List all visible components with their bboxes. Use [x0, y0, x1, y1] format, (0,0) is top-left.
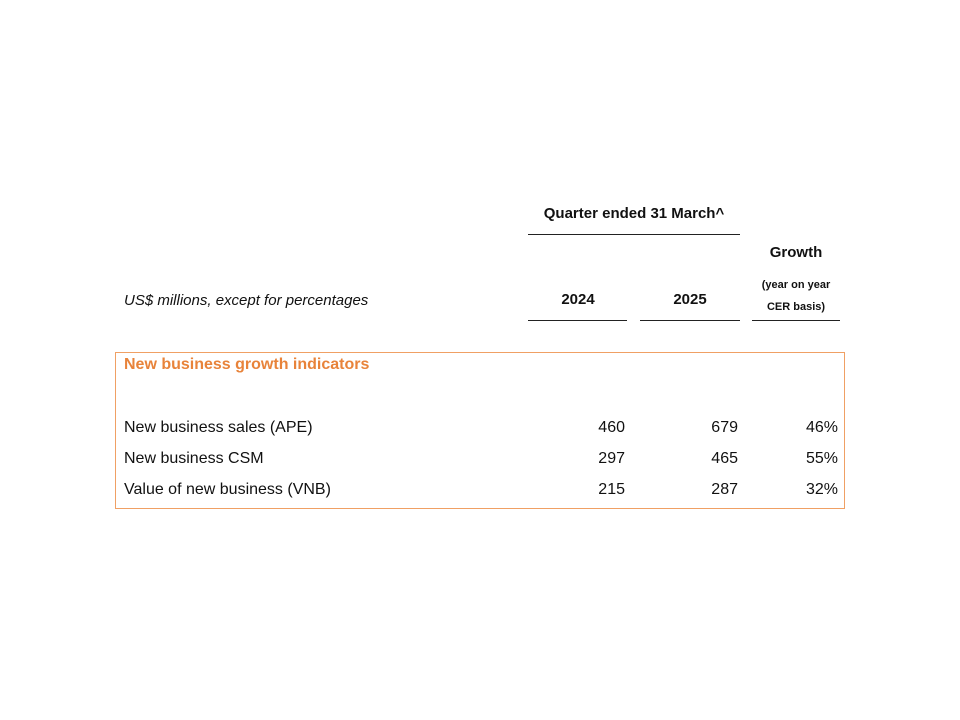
table-row: New business CSM 297 465 55%	[0, 450, 960, 476]
year-2024-rule	[528, 320, 627, 321]
value-2024: 215	[598, 481, 625, 498]
year-header-2025: 2025	[673, 291, 707, 308]
value-growth: 55%	[805, 450, 838, 467]
quarter-header-rule	[528, 234, 740, 235]
value-growth: 46%	[805, 419, 838, 436]
new-business-panel	[115, 352, 845, 509]
row-label: Value of new business (VNB)	[124, 481, 331, 498]
growth-subheader: (year on year CER basis)	[744, 274, 848, 318]
table-row: New business sales (APE) 460 679 46%	[0, 419, 960, 445]
value-2025: 465	[711, 450, 738, 467]
year-2025-rule	[640, 320, 740, 321]
row-label: New business sales (APE)	[124, 419, 313, 436]
growth-subheader-line-2: CER basis)	[766, 301, 826, 313]
units-label: US$ millions, except for percentages	[124, 292, 369, 309]
quarter-header: Quarter ended 31 March^	[543, 205, 725, 222]
growth-rule	[752, 320, 840, 321]
value-2024: 297	[598, 450, 625, 467]
value-growth: 32%	[805, 481, 838, 498]
table-row: Value of new business (VNB) 215 287 32%	[0, 481, 960, 507]
year-header-2024: 2024	[561, 291, 595, 308]
value-2025: 287	[711, 481, 738, 498]
value-2025: 679	[711, 419, 738, 436]
growth-subheader-line-1: (year on year	[761, 279, 831, 291]
value-2024: 460	[598, 419, 625, 436]
section-title: New business growth indicators	[124, 356, 370, 373]
row-label: New business CSM	[124, 450, 264, 467]
growth-header: Growth	[769, 244, 823, 261]
